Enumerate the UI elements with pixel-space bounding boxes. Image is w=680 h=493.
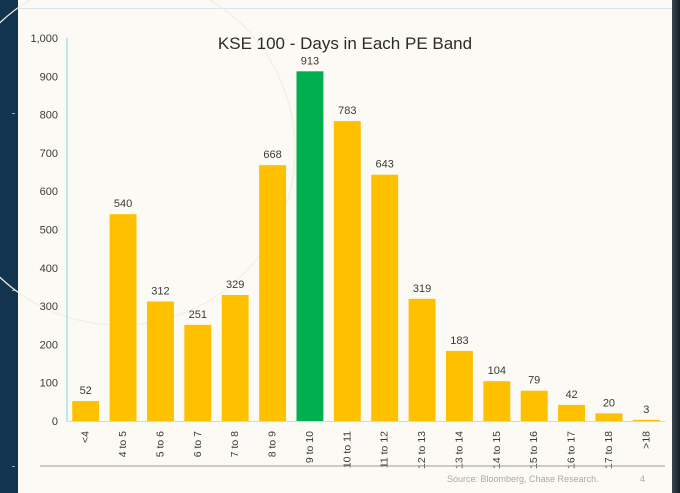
top-rule: [18, 8, 672, 9]
data-label: 104: [488, 365, 506, 377]
x-tick-label: 5 to 6: [154, 431, 166, 457]
x-tick-label: 6 to 7: [192, 431, 204, 457]
x-tick-label: <4: [80, 431, 92, 443]
bar: [483, 381, 511, 421]
x-tick-label: 14 to 15: [491, 431, 503, 469]
x-tick-label: 15 to 16: [528, 431, 540, 469]
data-label: 42: [565, 389, 577, 401]
bar: [296, 71, 324, 422]
data-label: 319: [413, 283, 431, 295]
x-tick-label: 10 to 11: [341, 431, 353, 468]
bar: [520, 390, 548, 421]
x-tick-label: >18: [640, 431, 652, 449]
bar: [371, 174, 399, 421]
bar: [445, 350, 473, 421]
x-tick-label: 13 to 14: [453, 431, 465, 469]
data-label: 668: [263, 149, 281, 161]
x-tick-label: 11 to 12: [379, 431, 391, 468]
sidebar-band: [0, 0, 18, 493]
bar: [259, 165, 287, 421]
window-edge: [672, 0, 680, 493]
bar: [221, 294, 249, 421]
page-number: 4: [640, 474, 646, 484]
bar: [558, 404, 586, 421]
bar: [632, 419, 660, 421]
data-label: 183: [450, 335, 468, 347]
data-label: 329: [226, 279, 244, 291]
data-label: 20: [603, 397, 615, 409]
chart-title: KSE 100 - Days in Each PE Band: [218, 34, 472, 53]
y-tick-label: 500: [40, 225, 58, 237]
y-tick-label: 1,000: [30, 33, 58, 45]
bar: [184, 324, 212, 421]
y-tick-label: 700: [40, 148, 58, 160]
y-tick-label: 800: [40, 110, 58, 122]
data-label: 52: [80, 385, 92, 397]
x-tick-label: 8 to 9: [267, 431, 279, 457]
bar: [595, 413, 623, 421]
sidebar-tick: [12, 290, 15, 291]
y-tick-label: 200: [40, 339, 58, 351]
data-label: 3: [643, 404, 649, 416]
y-tick-label: 400: [40, 263, 58, 275]
bar: [408, 298, 436, 421]
y-tick-label: 600: [40, 186, 58, 198]
sidebar-tick: [12, 466, 15, 467]
x-tick-label: 17 to 18: [603, 431, 615, 469]
data-label: 312: [151, 286, 169, 298]
x-tick-label: 12 to 13: [416, 431, 428, 469]
data-label: 643: [376, 159, 394, 171]
bar: [146, 301, 174, 421]
sidebar-tick: [12, 113, 15, 114]
y-tick-label: 0: [52, 416, 58, 428]
x-tick-label: 16 to 17: [566, 431, 578, 469]
bar: [109, 214, 137, 421]
source-note: Source: Bloomberg, Chase Research.: [447, 474, 599, 484]
data-label: 783: [338, 105, 356, 117]
data-label: 79: [528, 375, 540, 387]
y-tick-label: 300: [40, 301, 58, 313]
bar: [72, 401, 100, 421]
x-tick-label: 7 to 8: [229, 431, 241, 457]
data-label: 251: [189, 309, 207, 321]
y-tick-label: 900: [40, 71, 58, 83]
x-tick-label: 4 to 5: [117, 431, 129, 457]
data-label: 540: [114, 198, 132, 210]
x-tick-label: 9 to 10: [304, 431, 316, 463]
data-label: 913: [301, 55, 319, 67]
bar: [333, 121, 361, 422]
y-tick-label: 100: [40, 378, 58, 390]
